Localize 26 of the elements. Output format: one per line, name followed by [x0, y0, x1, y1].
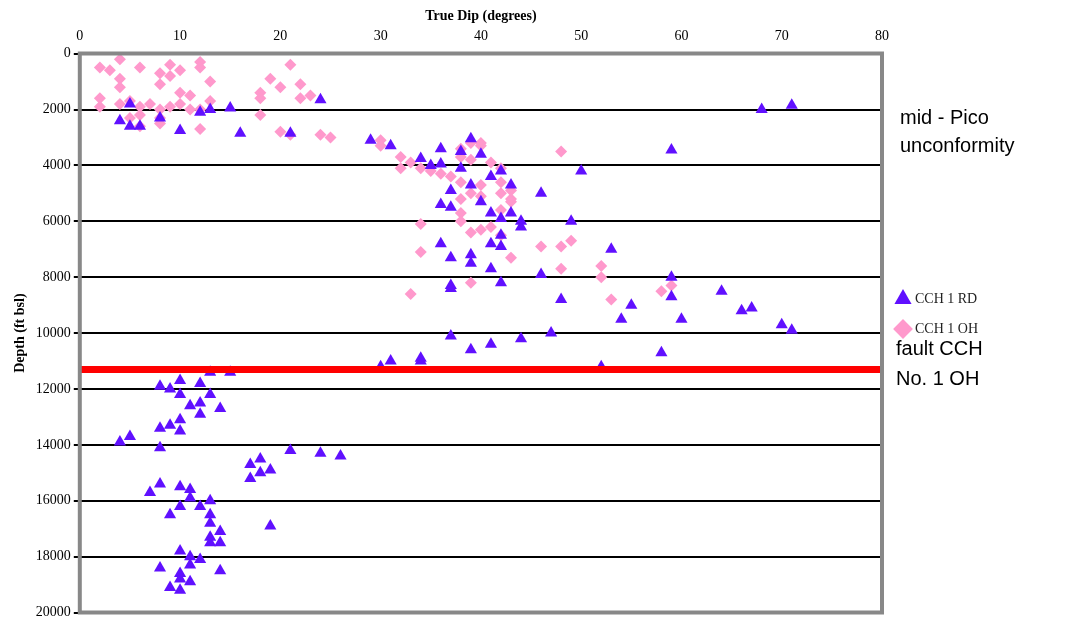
legend-label: CCH 1 RD [915, 290, 978, 306]
y-tick-label: 6000 [42, 212, 71, 228]
x-tick-label: 70 [774, 27, 789, 43]
x-axis-title: True Dip (degrees) [425, 8, 537, 25]
y-tick-label: 14000 [35, 436, 71, 452]
y-tick-label: 10000 [35, 324, 71, 340]
y-tick-label: 18000 [35, 548, 71, 564]
x-tick-label: 10 [173, 27, 188, 43]
x-tick-label: 30 [373, 27, 388, 43]
y-tick-label: 16000 [35, 492, 71, 508]
x-tick-label: 60 [674, 27, 689, 43]
y-tick-label: 8000 [42, 268, 71, 284]
y-tick-label: 0 [63, 45, 71, 61]
x-tick-label: 20 [273, 27, 288, 43]
ref-line-label: fault CCH No. 1 OH [896, 336, 983, 389]
text: mid - Pico unconformity [900, 106, 1015, 157]
x-tick-label: 80 [875, 27, 889, 43]
y-tick-label: 12000 [35, 380, 71, 396]
y-axis-title: Depth (ft bsl) [12, 293, 29, 373]
y-tick-label: 20000 [35, 604, 71, 620]
y-tick-label: 4000 [42, 157, 71, 173]
legend-label: CCH 1 OH [915, 320, 979, 336]
y-tick-label: 2000 [42, 101, 71, 117]
x-tick-label: 50 [574, 27, 589, 43]
x-tick-label: 0 [76, 27, 84, 43]
x-tick-label: 40 [473, 27, 488, 43]
